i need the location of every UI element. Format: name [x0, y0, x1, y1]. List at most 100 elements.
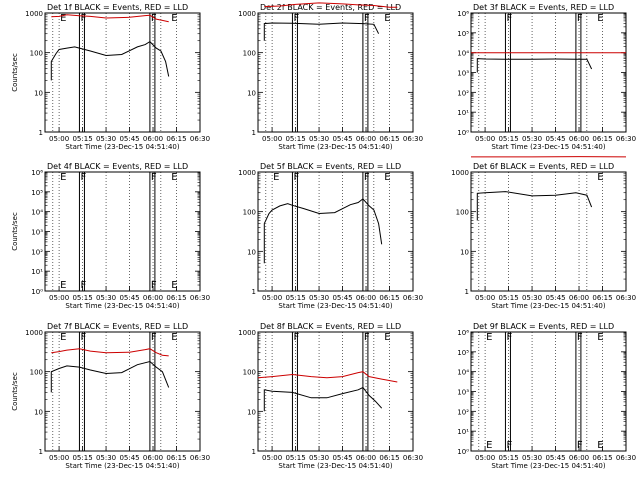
chart-panel-1: Det 1f BLACK = Events, RED = LLD 1 10 100 10… — [11, 3, 210, 151]
x-axis-label: Start Time (23-Dec-15 04:51:40) — [491, 302, 605, 310]
x-axis-label: Start Time (23-Dec-15 04:51:40) — [278, 143, 392, 151]
y-tick-label: 10 — [247, 248, 256, 256]
y-tick-label: 1000 — [25, 10, 43, 18]
marker-label: E — [384, 332, 390, 343]
marker-label: F — [364, 13, 370, 24]
x-tick-label: 06:15 — [592, 135, 612, 143]
marker-label: F — [151, 332, 157, 343]
marker-label: F — [80, 332, 86, 343]
y-axis-label: Counts/sec — [11, 372, 19, 411]
marker-label: F — [364, 172, 370, 183]
y-tick-label: 10 — [460, 248, 469, 256]
marker-label: F — [151, 172, 157, 183]
marker-label: E — [273, 172, 279, 183]
y-tick-label: 10³ — [31, 229, 43, 237]
marker-label: F — [577, 13, 583, 24]
y-tick-label: 10⁴ — [457, 50, 469, 58]
y-tick-label: 10⁰ — [457, 448, 469, 456]
x-tick-label: 05:30 — [96, 454, 116, 462]
x-tick-label: 05:15 — [72, 135, 92, 143]
x-tick-label: 06:30 — [190, 454, 210, 462]
chart-panel-4: Det 4f BLACK = Events, RED = LLD 10⁰ 10¹ 10… — [11, 162, 210, 310]
y-tick-label: 10 — [247, 89, 256, 97]
x-tick-label: 06:30 — [616, 135, 636, 143]
y-tick-label: 10³ — [457, 389, 469, 397]
marker-label: F — [506, 332, 512, 343]
marker-label: E — [171, 332, 177, 343]
x-tick-label: 05:45 — [545, 135, 565, 143]
y-tick-label: 10² — [457, 89, 469, 97]
chart-title: Det 7f BLACK = Events, RED = LLD — [47, 322, 188, 331]
x-tick-label: 05:30 — [96, 294, 116, 302]
y-tick-label: 10 — [34, 89, 43, 97]
x-tick-label: 06:00 — [143, 294, 163, 302]
chart-panel-2: Det 2f BLACK = Events, RED = LLD 1 10 100 10… — [238, 2, 423, 151]
series-line-lld — [51, 14, 169, 23]
chart-title: Det 5f BLACK = Events, RED = LLD — [260, 162, 401, 171]
chart-panel-8: Det 8f BLACK = Events, RED = LLD 1 10 100 10… — [238, 322, 423, 470]
x-tick-label: 05:15 — [285, 294, 305, 302]
x-tick-label: 06:15 — [166, 454, 186, 462]
y-tick-label: 1 — [252, 288, 256, 296]
plot-frame — [44, 331, 201, 452]
chart-panel-7: Det 7f BLACK = Events, RED = LLD 1 10 100 10… — [11, 322, 210, 470]
x-tick-label: 06:30 — [190, 294, 210, 302]
x-tick-label: 05:15 — [498, 454, 518, 462]
marker-label: E — [60, 13, 66, 24]
y-axis-label: Counts/sec — [11, 212, 19, 251]
x-tick-label: 05:45 — [119, 294, 139, 302]
chart-title: Det 1f BLACK = Events, RED = LLD — [47, 3, 188, 12]
x-tick-label: 06:00 — [569, 454, 589, 462]
y-tick-label: 10 — [34, 408, 43, 416]
x-tick-label: 05:15 — [498, 294, 518, 302]
chart-panel-5: Det 5f BLACK = Events, RED = LLD 1 10 100 10… — [238, 162, 423, 310]
chart-title: Det 9f BLACK = Events, RED = LLD — [473, 322, 614, 331]
plot-frame — [470, 12, 627, 133]
chart-title: Det 2f BLACK = Events, RED = LLD — [260, 3, 401, 12]
x-tick-label: 05:45 — [545, 454, 565, 462]
x-tick-label: 06:30 — [616, 294, 636, 302]
x-tick-label: 05:30 — [522, 135, 542, 143]
y-tick-label: 10¹ — [31, 268, 43, 276]
y-tick-label: 100 — [30, 50, 43, 58]
marker-label: F — [577, 332, 583, 343]
x-tick-label: 06:15 — [592, 294, 612, 302]
y-tick-label: 10⁵ — [457, 349, 469, 357]
y-tick-label: 10⁴ — [31, 209, 43, 217]
x-tick-label: 05:15 — [285, 135, 305, 143]
y-tick-label: 10² — [457, 408, 469, 416]
chart-panel-6: Det 6f BLACK = Events, RED = LLD 1 10 100 10… — [451, 156, 636, 310]
plot-frame — [44, 12, 201, 133]
y-tick-label: 10¹ — [457, 428, 469, 436]
x-tick-label: 05:45 — [332, 294, 352, 302]
marker-label: E — [171, 172, 177, 183]
x-axis-label: Start Time (23-Dec-15 04:51:40) — [491, 143, 605, 151]
y-tick-label: 10⁵ — [31, 189, 43, 197]
plot-frame — [257, 331, 414, 452]
x-tick-label: 05:15 — [72, 294, 92, 302]
x-tick-label: 05:00 — [475, 135, 495, 143]
x-tick-label: 05:30 — [522, 454, 542, 462]
marker-label: E — [597, 332, 603, 343]
x-tick-label: 05:30 — [309, 454, 329, 462]
marker-label: E — [171, 280, 177, 291]
x-tick-label: 06:15 — [592, 454, 612, 462]
x-tick-label: 05:00 — [262, 454, 282, 462]
plot-frame — [470, 331, 627, 452]
x-tick-label: 06:00 — [356, 294, 376, 302]
marker-label: E — [597, 440, 603, 451]
marker-label: F — [151, 13, 157, 24]
x-tick-label: 06:15 — [379, 294, 399, 302]
x-tick-label: 06:00 — [143, 454, 163, 462]
x-axis-label: Start Time (23-Dec-15 04:51:40) — [278, 462, 392, 470]
x-tick-label: 06:00 — [356, 454, 376, 462]
x-tick-label: 05:45 — [332, 135, 352, 143]
x-tick-label: 05:15 — [285, 454, 305, 462]
y-tick-label: 1000 — [238, 169, 256, 177]
x-tick-label: 05:00 — [262, 294, 282, 302]
marker-label: F — [293, 13, 299, 24]
y-tick-label: 10⁶ — [457, 329, 469, 337]
x-tick-label: 05:00 — [475, 454, 495, 462]
x-tick-label: 05:00 — [49, 294, 69, 302]
